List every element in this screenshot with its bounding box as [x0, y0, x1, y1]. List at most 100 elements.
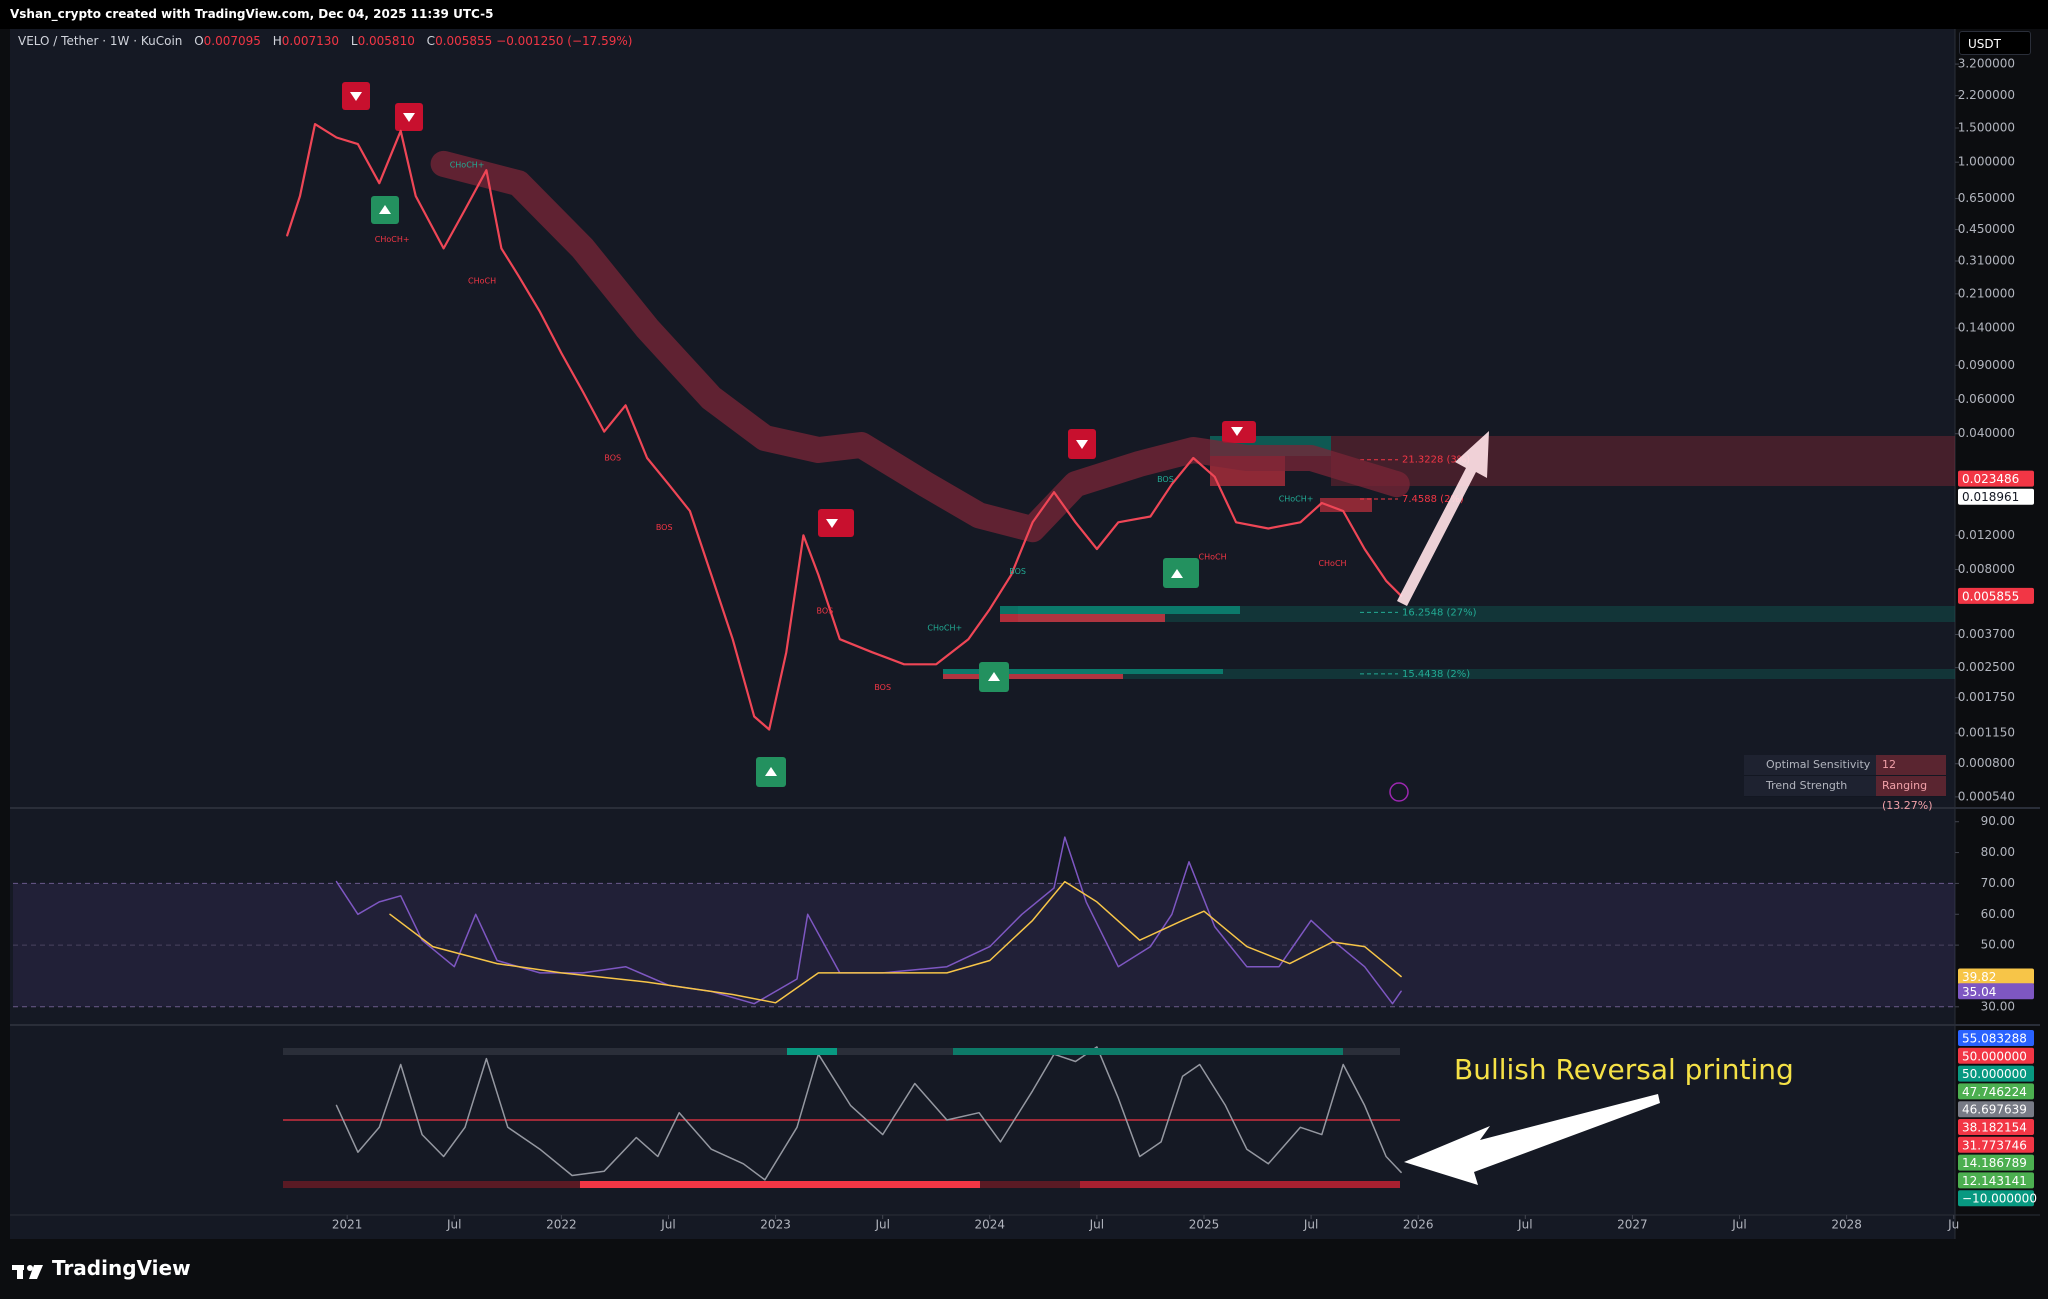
info-value: 12 [1876, 755, 1946, 775]
info-label: Trend Strength [1766, 779, 1848, 792]
price-tag [1958, 983, 2034, 1000]
ohlc-key: L [350, 34, 358, 48]
ohlc-key: O [194, 34, 204, 48]
structure-label: BOS [874, 683, 891, 692]
info-value: Ranging (13.27%) [1876, 776, 1946, 812]
ohlc-value: 0.007130 [281, 34, 340, 48]
y-tick-label: 0.450000 [1958, 222, 2015, 236]
x-tick-label: 2022 [546, 1218, 577, 1232]
info-label: Optimal Sensitivity [1766, 758, 1871, 771]
y-tick-label: 80.00 [1981, 845, 2015, 859]
signal-strip [1080, 1181, 1400, 1188]
price-tag [1958, 587, 2034, 604]
top-bar: Vshan_crypto created with TradingView.co… [0, 0, 2048, 29]
price-tag-label: 0.018961 [1962, 490, 2019, 504]
price-tag [1958, 1119, 2034, 1135]
ribbon [430, 150, 1410, 543]
logo-part [27, 1265, 33, 1271]
price-tag-label: 50.000000 [1962, 1049, 2027, 1063]
x-tick-label: 2025 [1189, 1218, 1220, 1232]
alert-icon [1389, 782, 1409, 802]
price-tag [1958, 488, 2034, 505]
signal-strip [283, 1048, 1400, 1055]
ohlc-value: 0.007095 [203, 34, 261, 48]
level-label: 21.3228 (3%) [1402, 455, 1470, 466]
x-tick-label: 2026 [1403, 1218, 1434, 1232]
price-tag [1958, 470, 2034, 487]
price-tag-label: 39.82 [1962, 970, 1996, 984]
ohlc-key: C [426, 34, 436, 48]
y-tick-label: 0.001750 [1958, 690, 2015, 704]
structure-label: BOS [604, 453, 621, 462]
price-tag [1958, 1030, 2034, 1046]
icon [1171, 569, 1183, 578]
series-line [389, 880, 1402, 1004]
ohlc-value: 0.005855 [435, 34, 493, 48]
x-tick-label: 2027 [1617, 1218, 1648, 1232]
price-tag [1958, 1136, 2034, 1153]
structure-label: BOS [1157, 475, 1174, 484]
y-tick-label: 60.00 [1981, 907, 2015, 921]
icon [350, 92, 362, 101]
structure-label: CHoCH [1199, 552, 1227, 561]
price-tag [1958, 1172, 2034, 1189]
zone [943, 669, 1223, 674]
info-row: Trend Strength Ranging (13.27%) [1744, 776, 1946, 812]
currency-button[interactable]: USDT [1959, 31, 2031, 55]
icon [403, 113, 415, 122]
signal-markers [342, 82, 1256, 787]
symbol-legend: VELO / Tether · 1W · KuCoin O0.007095 H0… [18, 34, 632, 48]
footer-brand: TradingView [52, 1256, 191, 1280]
price-tag [1958, 1065, 2034, 1082]
logo-part [29, 1265, 43, 1279]
x-tick-label: 2023 [760, 1218, 791, 1232]
price-tag [1958, 968, 2034, 985]
annotation: Bullish Reversal printing [1454, 1053, 1794, 1086]
info-row: Optimal Sensitivity 12 [1744, 755, 1946, 776]
level-label: 16.2548 (27%) [1402, 607, 1477, 618]
structure-label: CHoCH+ [375, 235, 410, 244]
demand-zone [1018, 606, 1955, 622]
y-tick-label: 0.000540 [1958, 789, 2015, 803]
x-tick-label: Jul [1731, 1218, 1746, 1232]
structure-label: BOS [1009, 567, 1026, 576]
y-tick-label: 0.040000 [1958, 426, 2015, 440]
y-tick-label: 50.00 [1981, 938, 2015, 952]
demand-zone [943, 669, 1955, 679]
icon [826, 519, 838, 528]
x-tick-label: Jul [1089, 1218, 1104, 1232]
signal-strip [580, 1181, 980, 1188]
rsi-band [13, 883, 1955, 1007]
y-tick-label: 0.002500 [1958, 660, 2015, 674]
x-tick-label: Jul [660, 1218, 675, 1232]
buy-signal [1163, 558, 1199, 588]
price-tag-label: 0.005855 [1962, 589, 2019, 603]
change: −0.001250 (−17.59%) [496, 34, 633, 48]
price-tag-label: 0.023486 [1962, 472, 2019, 486]
y-tick-label: 0.650000 [1958, 191, 2015, 205]
x-tick-label: Jul [1303, 1218, 1318, 1232]
structure-label: CHoCH+ [927, 623, 962, 632]
signal-strip [953, 1048, 1343, 1055]
price-tag-label: 14.186789 [1962, 1156, 2027, 1170]
structure-label: CHoCH [1318, 559, 1346, 568]
y-tick-label: 2.200000 [1958, 88, 2015, 102]
attribution: Vshan_crypto created with TradingView.co… [10, 7, 494, 21]
sell-signal [818, 509, 854, 537]
price-tag [1958, 1190, 2034, 1207]
y-tick-label: 1.000000 [1958, 155, 2015, 169]
price-tag-label: 38.182154 [1962, 1121, 2027, 1135]
y-tick-label: 70.00 [1981, 876, 2015, 890]
structure-label: CHoCH+ [450, 160, 485, 169]
price-tag-label: 47.746224 [1962, 1085, 2027, 1099]
price-tag-label: 55.083288 [1962, 1032, 2027, 1046]
logo [12, 1265, 43, 1279]
x-tick-label: 2024 [975, 1218, 1006, 1232]
y-tick-label: 0.210000 [1958, 286, 2015, 300]
x-tick-label: 2021 [332, 1218, 363, 1232]
price-tag-label: 46.697639 [1962, 1103, 2027, 1117]
y-tick-label: 3.200000 [1958, 57, 2015, 71]
symbol: VELO / Tether · 1W · KuCoin [18, 34, 183, 48]
x-tick-label: Jul [446, 1218, 461, 1232]
